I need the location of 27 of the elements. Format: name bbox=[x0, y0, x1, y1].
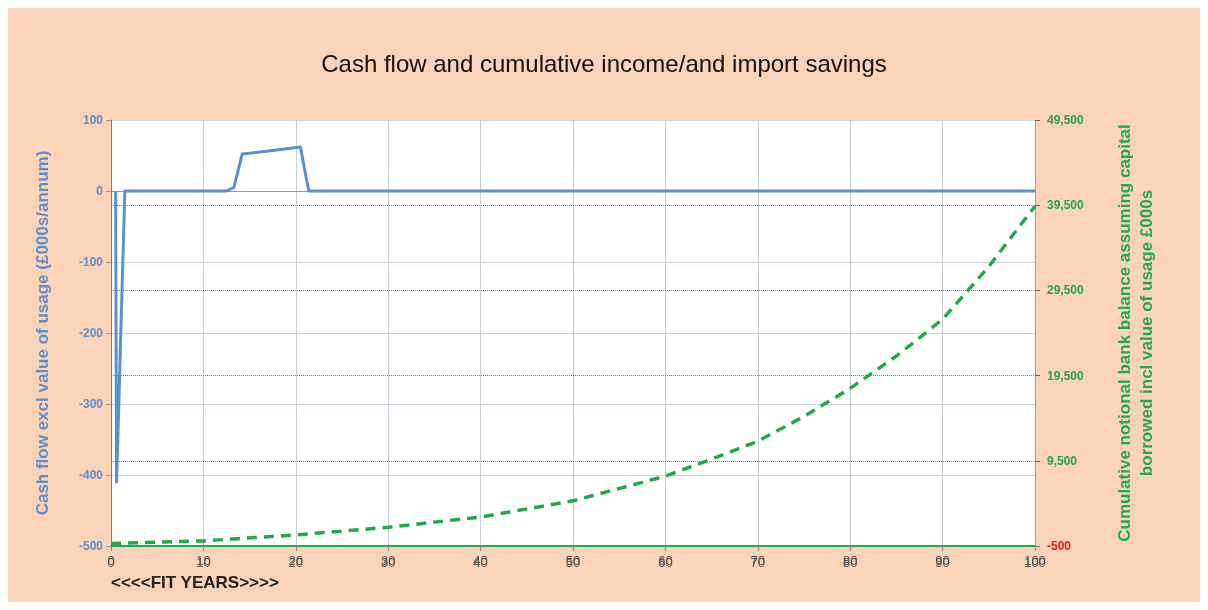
y-tick-label: -100 bbox=[78, 255, 104, 269]
y-tick-label: -300 bbox=[78, 397, 104, 411]
x-tick-label: 90 bbox=[935, 555, 950, 570]
x-tick-label: 20 bbox=[288, 555, 304, 570]
x-tick-label: 60 bbox=[658, 555, 673, 570]
x-tick-label: 70 bbox=[750, 555, 766, 570]
y2-tick-label: 19,500 bbox=[1047, 368, 1085, 383]
x-tick-label: 0 bbox=[107, 555, 115, 570]
y-tick-label: -500 bbox=[78, 539, 104, 553]
y-tick-label: -200 bbox=[78, 326, 104, 340]
y-tick-label: 100 bbox=[82, 113, 104, 127]
line-series bbox=[114, 145, 1037, 484]
y2-tick-label: -500 bbox=[1047, 539, 1072, 553]
y-tick-label: 0 bbox=[96, 184, 104, 198]
x-tick-label: 100 bbox=[1024, 555, 1046, 570]
y2-tick-label: 39,500 bbox=[1047, 198, 1085, 213]
y2-axis-title: Cumulative notional bank balance assuming capital borrowed incl value of usage £000s bbox=[1114, 124, 1156, 542]
x-tick-label: 10 bbox=[196, 555, 211, 570]
x-tick-label: 40 bbox=[473, 555, 488, 570]
chart-title: Cash flow and cumulative income/and import savings bbox=[321, 49, 887, 77]
y2-tick-label: 9,500 bbox=[1047, 453, 1078, 468]
y2-tick-label: 49,500 bbox=[1047, 113, 1085, 127]
y-axis-title: Cash flow excl value of usage (£000s/annum) bbox=[33, 150, 52, 516]
y-tick-label: -400 bbox=[78, 468, 104, 482]
x-axis-title: <<<<FIT YEARS>>>> bbox=[111, 573, 279, 592]
x-tick-label: 50 bbox=[565, 555, 581, 570]
y2-tick-label: 29,500 bbox=[1047, 283, 1085, 298]
